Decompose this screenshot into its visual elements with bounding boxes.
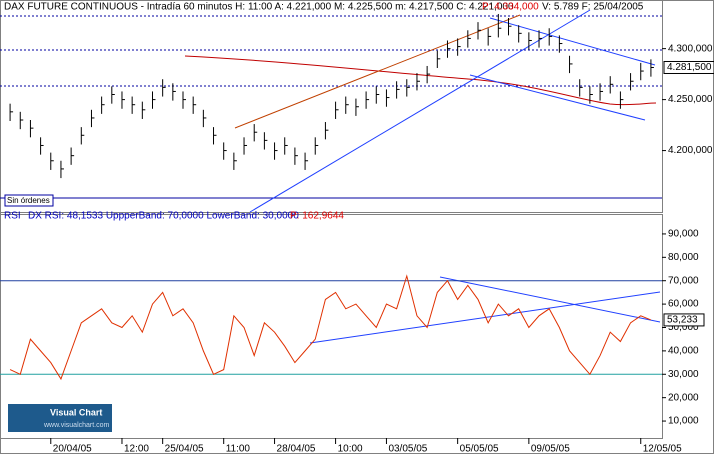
trend-line [234,14,521,129]
x-tick-label: 25/04/05 [165,444,204,454]
price-panel [0,0,663,213]
trend-line [469,74,646,121]
y-tick-label: 4.200,000 [668,145,713,156]
y-tick-label: 90,000 [668,229,699,240]
rsi-header: DX RSI: 48,1533 UppperBand: 70,0000 Lowe… [28,211,299,222]
trend-line [439,276,661,323]
logo-box [8,404,112,432]
trend-line [309,291,661,344]
x-tick-label: 05/05/05 [460,444,499,454]
price-annotations [0,9,662,344]
note-box [4,194,54,207]
last-value-box [663,313,705,327]
moving-average [184,55,657,106]
x-tick-label: 09/05/05 [531,444,570,454]
rsi-line [9,274,652,381]
logo: Visual Chart www.visualchart.com [8,404,112,432]
last-value-label: 53,233 [667,315,698,326]
trend-line [489,17,656,66]
trend-line [249,9,591,213]
x-tick-label: 12:00 [124,444,149,454]
y-tick-label: 4.250,000 [668,94,713,105]
rsi-header-p: P: 162,9644 [290,211,344,222]
rsi-panel [0,214,663,439]
logo-url: www.visualchart.com [43,422,110,429]
price-header-rest: V: 5.789 F: 25/04/2005 [542,2,644,13]
y-tick-label: 80,000 [668,252,699,263]
price-header-p: P: 4.334,000 [482,2,539,13]
note: Sin órdenes [7,196,50,205]
last-value-label: 4.281,500 [667,62,712,73]
last-value-box [663,60,714,74]
y-tick-label: 30,000 [668,369,699,380]
y-tick-label: 70,000 [668,275,699,286]
x-tick-label: 20/04/05 [53,444,92,454]
y-tick-label: 50,000 [668,322,699,333]
x-tick-label: 11:00 [226,444,251,454]
logo-text: Visual Chart [50,407,102,417]
y-tick-label: 60,000 [668,299,699,310]
y-tick-label: 10,000 [668,416,699,427]
y-tick-label: 20,000 [668,392,699,403]
x-tick-label: 10:00 [338,444,363,454]
x-tick-label: 28/04/05 [277,444,316,454]
x-tick-label: 12/05/05 [643,444,682,454]
x-tick-label: 03/05/05 [388,444,427,454]
price-header: DAX FUTURE CONTINUOUS - Intradía 60 minu… [4,2,514,13]
y-tick-label: 4.300,000 [668,43,713,54]
y-tick-label: 40,000 [668,346,699,357]
rsi-header-name: RSI [4,211,21,222]
